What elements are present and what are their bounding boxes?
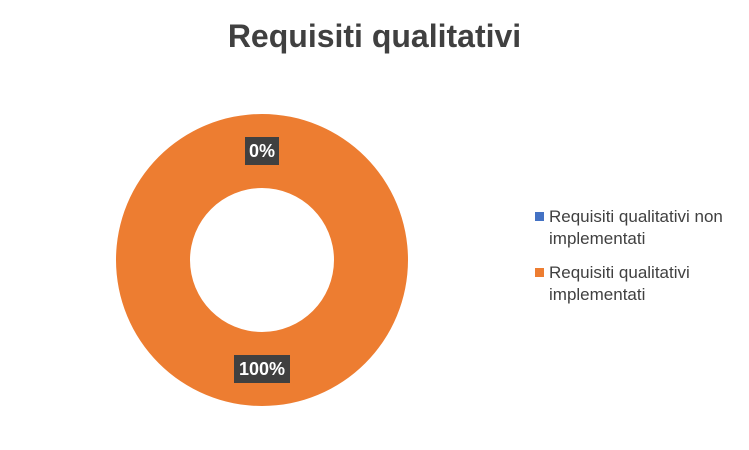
legend-label-implemented: Requisiti qualitativi implementati	[549, 263, 690, 304]
data-label-text-not-implemented: 0%	[249, 141, 275, 161]
legend-label-not-implemented: Requisiti qualitativi non implementati	[549, 207, 723, 248]
data-label-text-implemented: 100%	[239, 359, 285, 379]
data-label-not-implemented: 0%	[245, 137, 279, 165]
data-label-box-not-implemented	[245, 137, 279, 165]
data-label-box-implemented	[234, 355, 290, 383]
legend-swatch-implemented	[535, 268, 544, 277]
chart-title: Requisiti qualitativi	[227, 18, 522, 54]
slice-implemented	[116, 114, 408, 406]
legend-swatch-not-implemented	[535, 212, 544, 221]
legend: Requisiti qualitativi non implementati R…	[535, 206, 747, 318]
legend-item-implemented: Requisiti qualitativi implementati	[535, 262, 747, 306]
data-label-implemented: 100%	[234, 355, 290, 383]
legend-item-not-implemented: Requisiti qualitativi non implementati	[535, 206, 747, 250]
